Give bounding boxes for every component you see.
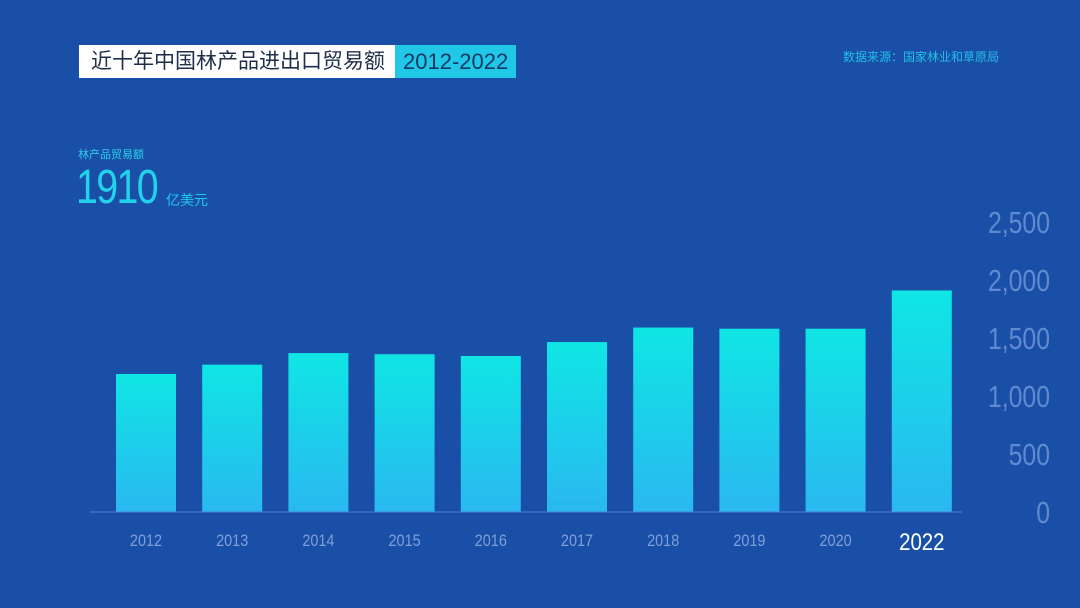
chart-title: 近十年中国林产品进出口贸易额 <box>79 45 395 78</box>
bar-2018 <box>633 327 694 512</box>
bar-2013 <box>202 364 263 512</box>
bar-2020 <box>805 328 866 512</box>
x-tick-label: 2020 <box>820 532 852 550</box>
bar-2017 <box>547 342 607 512</box>
x-tick-label: 2015 <box>389 532 421 550</box>
x-tick-label: 2012 <box>130 532 162 550</box>
kpi-unit: 亿美元 <box>166 193 208 209</box>
data-source: 数据来源：国家林业和草原局 <box>843 50 1000 64</box>
y-tick-label: 1,500 <box>988 321 1050 355</box>
x-tick-label: 2018 <box>647 532 679 550</box>
bar-2019 <box>719 328 780 512</box>
bar-2022 <box>891 290 952 512</box>
y-tick-label: 2,000 <box>988 263 1050 297</box>
y-tick-label: 1,000 <box>988 379 1050 413</box>
kpi-value: 1910 <box>76 161 159 214</box>
x-tick-label: 2013 <box>216 532 248 550</box>
x-tick-label: 2016 <box>475 532 507 550</box>
y-tick-label: 2,500 <box>988 205 1050 239</box>
y-tick-label: 0 <box>1036 495 1050 529</box>
bar-2014 <box>288 353 349 512</box>
x-tick-label: 2014 <box>302 532 334 550</box>
bar-2016 <box>460 355 521 512</box>
x-tick-label: 2022 <box>899 528 944 555</box>
kpi-label: 林产品贸易额 <box>78 148 144 161</box>
x-tick-label: 2019 <box>733 532 765 550</box>
y-tick-label: 500 <box>1009 437 1050 471</box>
chart-title-banner: 近十年中国林产品进出口贸易额 2012-2022 <box>79 45 517 78</box>
bar-2012 <box>116 373 176 512</box>
x-tick-label: 2017 <box>561 532 593 550</box>
year-range-badge: 2012-2022 <box>395 45 517 78</box>
bar-2015 <box>374 354 435 512</box>
